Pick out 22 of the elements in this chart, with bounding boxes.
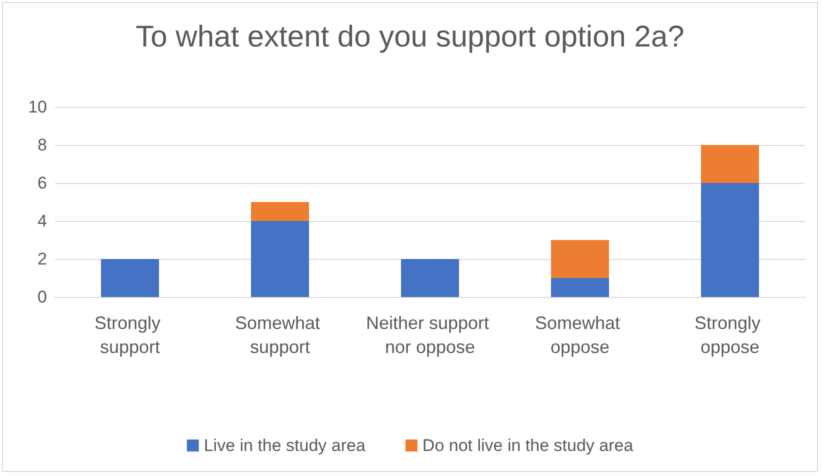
bar: [701, 183, 759, 297]
x-tick-label: Strongly support: [94, 313, 166, 357]
legend-label: Live in the study area: [204, 436, 366, 455]
x-tick-label: Somewhat oppose: [534, 313, 626, 357]
y-tick-label: 4: [38, 212, 47, 230]
bar: [701, 145, 759, 183]
chart-title: To what extent do you support option 2a?: [136, 20, 684, 54]
bar: [551, 240, 609, 278]
y-tick-label: 2: [38, 250, 47, 268]
x-tick-label: Neither support nor oppose: [366, 313, 494, 357]
bar: [251, 221, 309, 297]
y-tick-label: 0: [38, 288, 47, 306]
x-tick-label: Somewhat support: [234, 313, 326, 357]
y-tick-label: 10: [28, 98, 47, 116]
bar: [551, 278, 609, 297]
bar: [401, 259, 459, 297]
bar: [251, 202, 309, 221]
bar: [101, 259, 159, 297]
y-tick-label: 8: [38, 136, 47, 154]
x-tick-label: Strongly oppose: [694, 313, 766, 357]
legend-label: Do not live in the study area: [422, 436, 634, 455]
y-tick-label: 6: [38, 174, 47, 192]
